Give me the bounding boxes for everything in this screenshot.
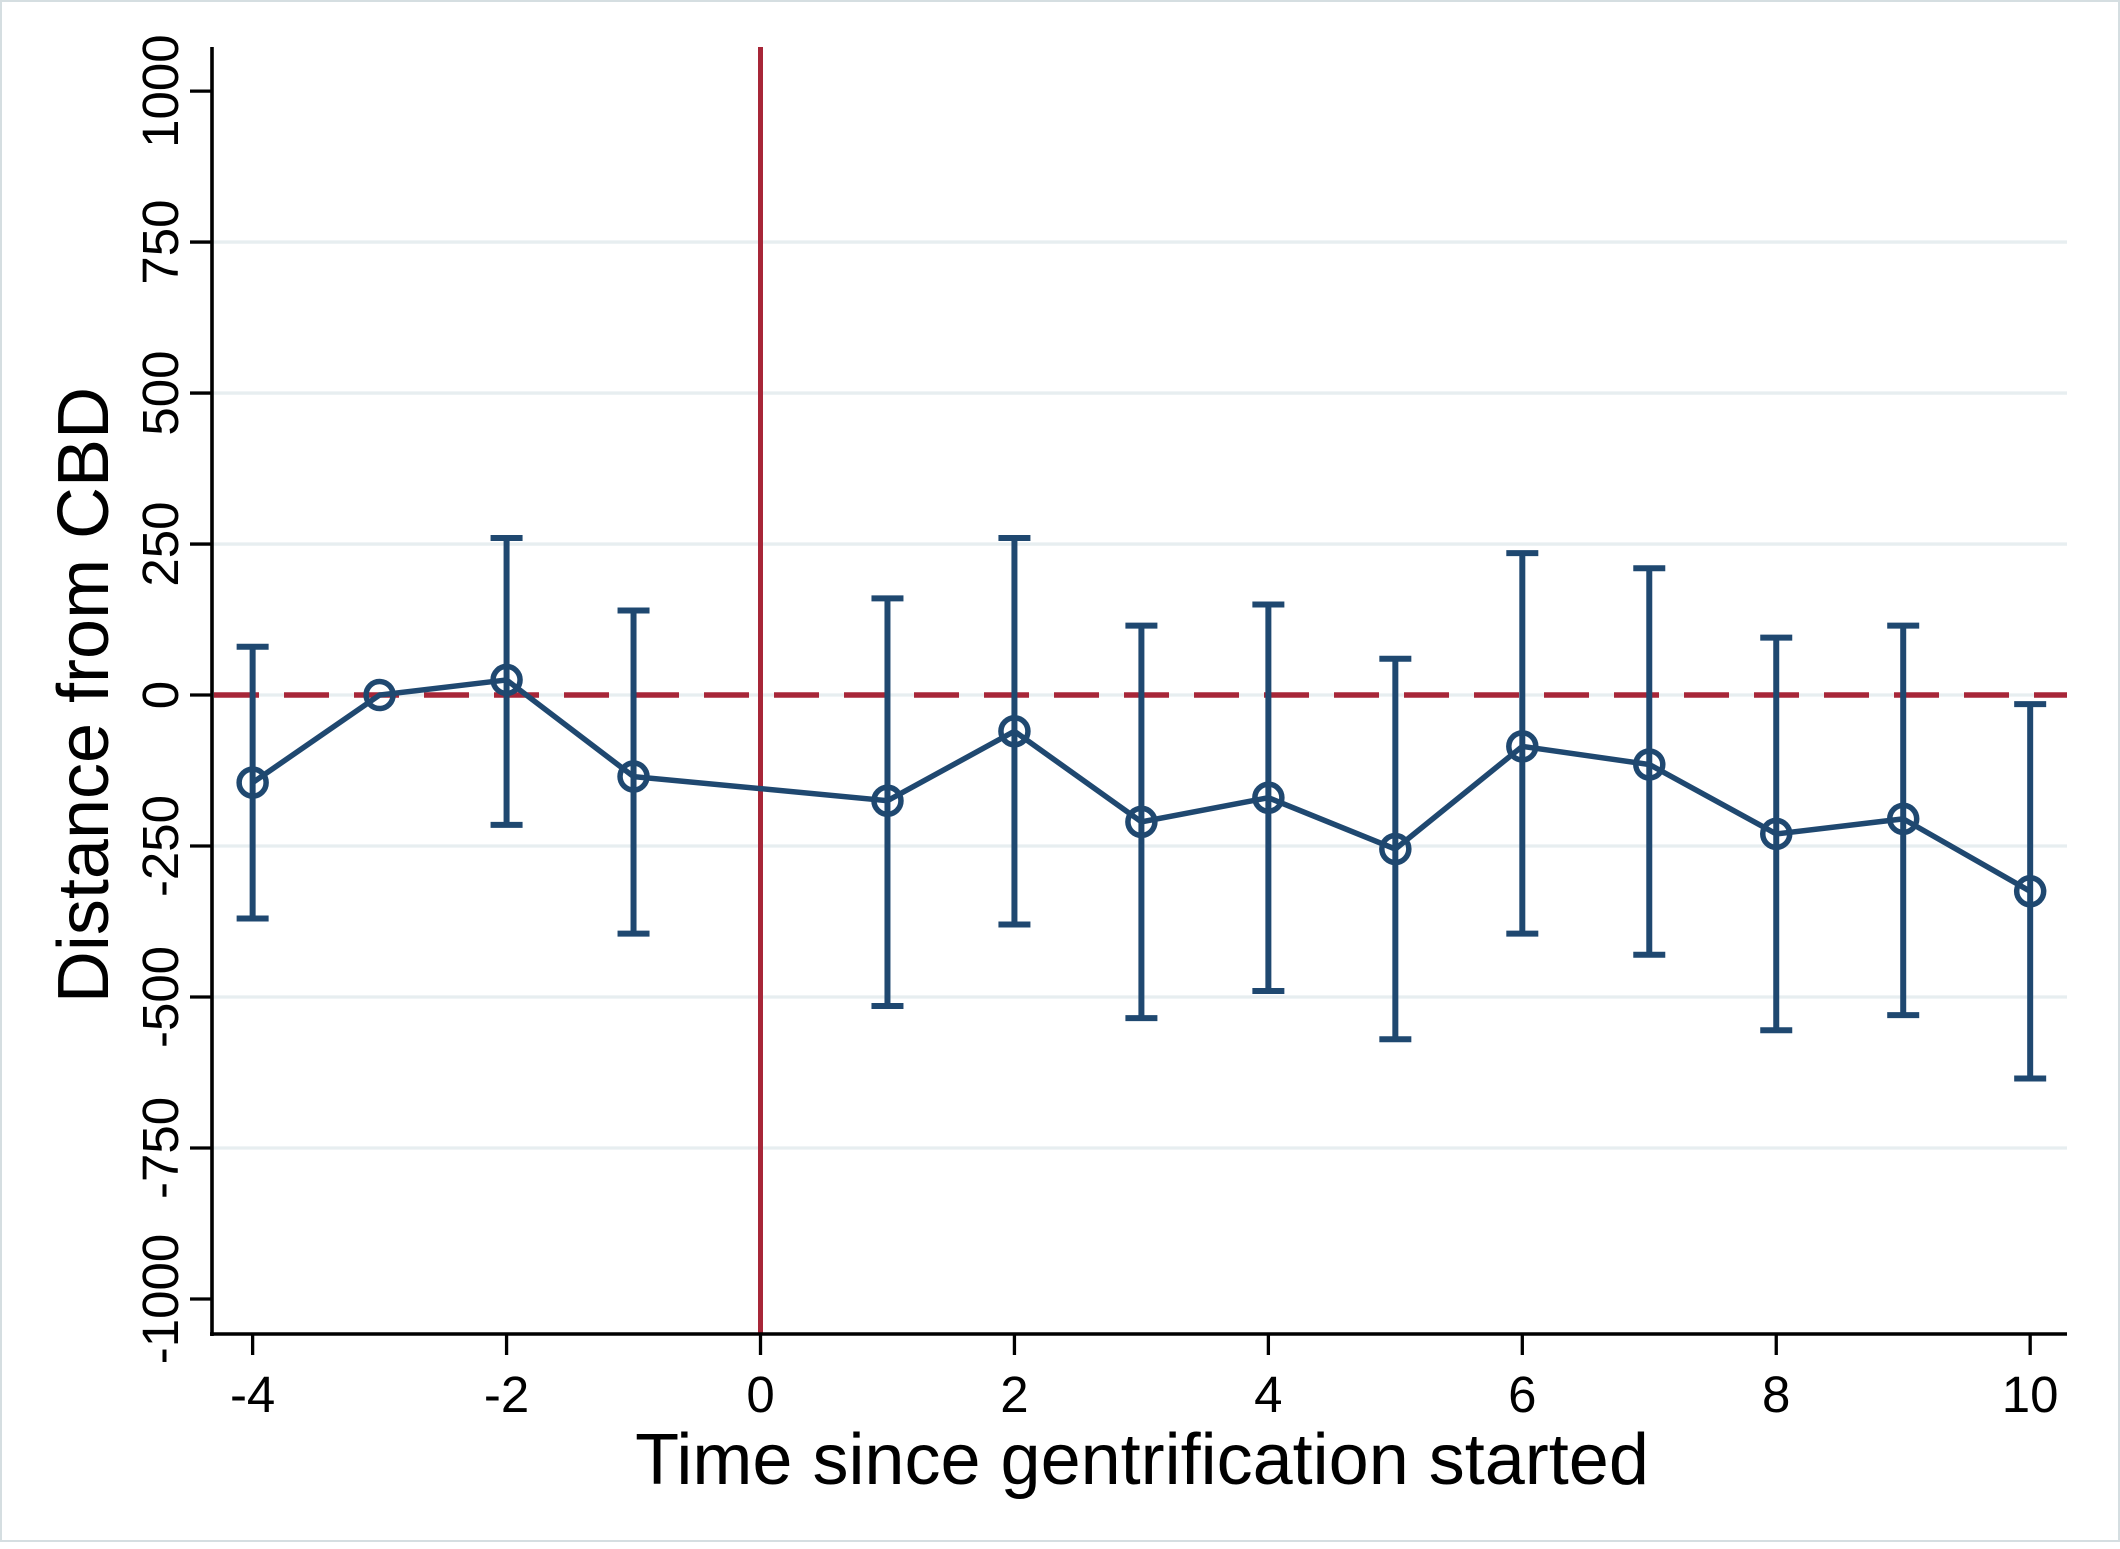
x-axis-title: Time since gentrification started (635, 1420, 1649, 1500)
coefficient-marker (2013, 875, 2047, 908)
x-tick-label: 4 (1254, 1366, 1282, 1423)
y-tick-label: -750 (132, 1097, 189, 1199)
y-tick-label: -500 (132, 946, 189, 1048)
y-axis-title: Distance from CBD (44, 387, 124, 1003)
coefficient-marker (490, 663, 523, 697)
coefficient-marker (1633, 748, 1666, 781)
coefficient-marker (363, 678, 396, 712)
y-tick-label: -250 (132, 795, 189, 897)
coefficient-marker (236, 766, 269, 799)
coefficient-marker (617, 760, 650, 793)
coefficient-marker (871, 784, 904, 817)
y-tick-label: 250 (132, 501, 189, 586)
y-axis-ticks: 1000 750 500 250 0 -250 -500 -750 -1000 (132, 34, 212, 1364)
x-tick-label: -4 (230, 1366, 275, 1423)
coefficient-markers (236, 663, 2047, 908)
coefficient-line (251, 677, 2032, 894)
y-tick-label: 750 (132, 200, 189, 285)
coefficient-marker (1252, 781, 1285, 814)
coefficient-polyline (251, 677, 2032, 894)
y-tick-label: 1000 (132, 34, 189, 147)
y-axis: 1000 750 500 250 0 -250 -500 -750 -1000 Distance… (44, 34, 214, 1364)
y-tick-label: 0 (132, 681, 189, 709)
coefficient-marker (1759, 817, 1793, 851)
x-tick-label: 8 (1762, 1366, 1790, 1423)
coefficient-marker (998, 715, 1031, 748)
coefficient-marker (1886, 802, 1920, 836)
y-tick-label: -1000 (132, 1234, 189, 1364)
x-tick-label: -2 (484, 1366, 529, 1423)
x-axis-ticks: -4 -2 0 2 4 6 8 10 (230, 1334, 2059, 1423)
coefficient-marker (1506, 730, 1539, 763)
x-tick-label: 10 (2002, 1366, 2059, 1423)
x-tick-label: 0 (746, 1366, 774, 1423)
x-tick-label: 2 (1000, 1366, 1028, 1423)
x-tick-label: 6 (1508, 1366, 1536, 1423)
coefficient-marker (1379, 832, 1412, 866)
y-tick-label: 500 (132, 351, 189, 436)
x-axis: -4 -2 0 2 4 6 8 10 Time since gentrification st… (210, 1332, 2067, 1500)
coefficient-marker (1125, 805, 1158, 839)
